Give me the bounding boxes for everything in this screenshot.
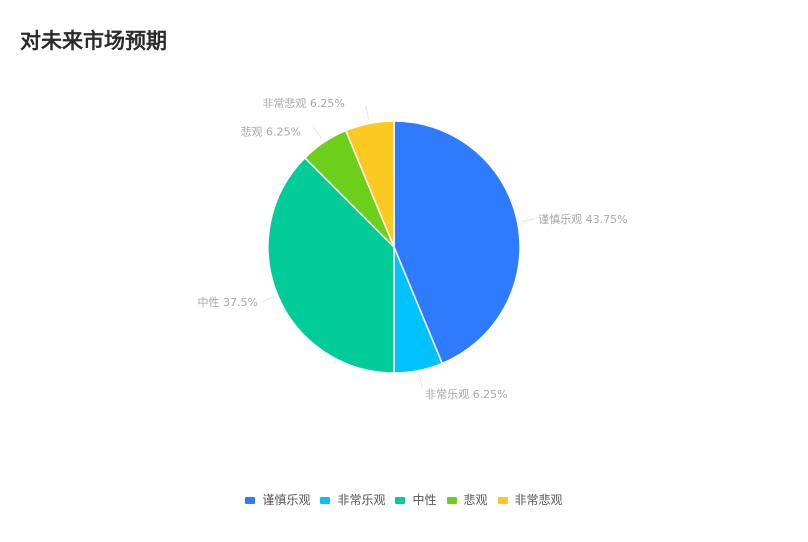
legend-label-5: 非常悲观	[514, 493, 563, 507]
leader-lines	[260, 105, 536, 389]
leader-line-4	[313, 127, 323, 140]
legend-item-2[interactable]: 非常乐观	[320, 490, 385, 510]
leader-line-1	[521, 218, 536, 223]
leader-line-2	[418, 374, 423, 389]
pie-slices	[267, 120, 521, 374]
legend-swatch-3	[395, 496, 406, 504]
slice-labels: 谨慎乐观 43.75% 非常乐观 6.25% 中性 37.5% 悲观 6.25% 非常悲…	[198, 96, 628, 401]
pie-slice-3[interactable]	[267, 156, 395, 374]
legend-swatch-4	[446, 496, 457, 504]
legend-item-1[interactable]: 谨慎乐观	[245, 490, 310, 510]
pie-chart: 谨慎乐观 43.75% 非常乐观 6.25% 中性 37.5% 悲观 6.25% 非常悲…	[198, 96, 628, 401]
chart-title: 对未来市场预期	[20, 29, 167, 53]
pie-slice-1[interactable]	[393, 120, 521, 365]
legend: 谨慎乐观 非常乐观 中性 悲观 非常悲观	[0, 490, 808, 510]
legend-item-4[interactable]: 悲观	[446, 490, 488, 510]
slice-label-4: 悲观 6.25%	[241, 124, 301, 138]
slice-label-1: 谨慎乐观 43.75%	[538, 212, 627, 226]
legend-item-5[interactable]: 非常悲观	[497, 490, 563, 510]
slice-label-2: 非常乐观 6.25%	[425, 388, 507, 401]
legend-item-3[interactable]: 中性	[395, 490, 437, 510]
legend-label-2: 非常乐观	[337, 493, 386, 507]
leader-line-3	[260, 296, 275, 303]
slice-label-5: 非常悲观 6.25%	[262, 96, 344, 110]
legend-label-4: 悲观	[463, 493, 488, 507]
legend-label-3: 中性	[412, 493, 437, 507]
legend-swatch-5	[497, 496, 508, 504]
slice-label-3: 中性 37.5%	[198, 295, 258, 309]
pie-slice-5[interactable]	[344, 120, 395, 248]
legend-swatch-2	[320, 496, 331, 504]
legend-swatch-1	[245, 496, 256, 504]
legend-label-1: 谨慎乐观	[262, 493, 311, 507]
leader-line-5	[365, 105, 370, 120]
